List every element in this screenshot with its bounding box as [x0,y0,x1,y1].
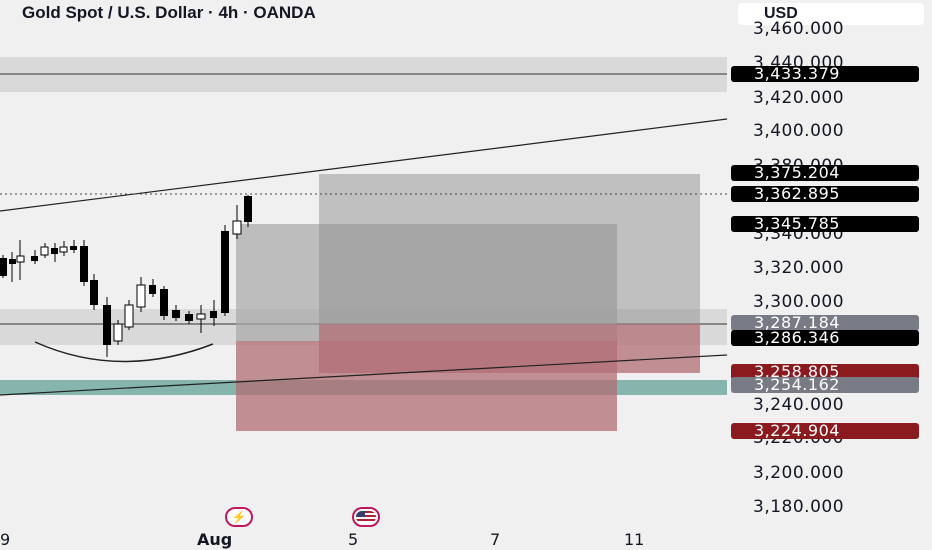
lightning-event-icon[interactable]: ⚡ [225,507,253,527]
lightning-icon: ⚡ [231,510,247,524]
price-badge-target-2[interactable]: 3,345.785 [731,216,919,232]
candle [16,240,25,280]
price-axis-label: 3,420.000 [753,88,845,108]
candle [160,286,168,320]
time-axis-label: 7 [490,530,501,549]
symbol-title[interactable]: Gold Spot / U.S. Dollar · 4h · OANDA [22,3,316,22]
price-axis-label: 3,180.000 [753,497,845,517]
candle [113,320,123,345]
position-1-profit-area[interactable] [319,174,700,324]
candle [59,241,68,256]
lower-trendline[interactable] [0,354,728,396]
time-axis-label: 11 [624,530,645,549]
candle [80,240,88,286]
price-axis-label: 3,460.000 [753,19,845,39]
price-badge-stop-2[interactable]: 3,224.904 [731,423,919,439]
candle [124,300,134,330]
candle [172,305,180,321]
currency-selector[interactable]: USD [738,3,924,25]
candle [103,297,111,357]
time-axis-label: Aug [197,530,233,549]
price-axis-label: 3,200.000 [753,463,845,483]
price-badge-target[interactable]: 3,375.204 [731,165,919,181]
price-axis-label: 3,320.000 [753,258,845,278]
price-axis-label: 3,300.000 [753,292,845,312]
candles [0,195,252,357]
price-badge-current[interactable]: 3,362.895 [731,186,919,202]
candle [210,300,217,326]
price-axis-label: 3,400.000 [753,121,845,141]
position-1-loss-area[interactable] [319,324,700,373]
candle [185,311,193,324]
candle [31,250,38,264]
candle [232,205,242,239]
candle [70,240,77,253]
us-flag-event-icon[interactable] [352,507,380,527]
price-badge-demand[interactable]: 3,254.162 [731,377,919,393]
candle [244,195,252,227]
price-badge-entry[interactable]: 3,286.346 [731,330,919,346]
time-axis-label: 5 [348,530,359,549]
price-axis-label: 3,240.000 [753,395,845,415]
candle [51,243,58,262]
us-flag-icon [356,511,376,523]
candle [9,252,16,282]
candle [40,243,49,258]
price-badge-stop[interactable]: 3,258.805 [731,364,919,380]
candle [221,225,229,316]
time-axis-label: 9 [0,530,11,549]
candle [136,277,146,312]
rounding-bottom-arc[interactable] [34,341,214,363]
candle [0,255,7,278]
upper-trendline[interactable] [0,118,728,212]
candle [149,279,156,297]
candle [90,274,98,310]
candle [196,305,206,333]
price-badge-support[interactable]: 3,287.184 [731,315,919,331]
price-badge-resistance[interactable]: 3,433.379 [731,66,919,82]
